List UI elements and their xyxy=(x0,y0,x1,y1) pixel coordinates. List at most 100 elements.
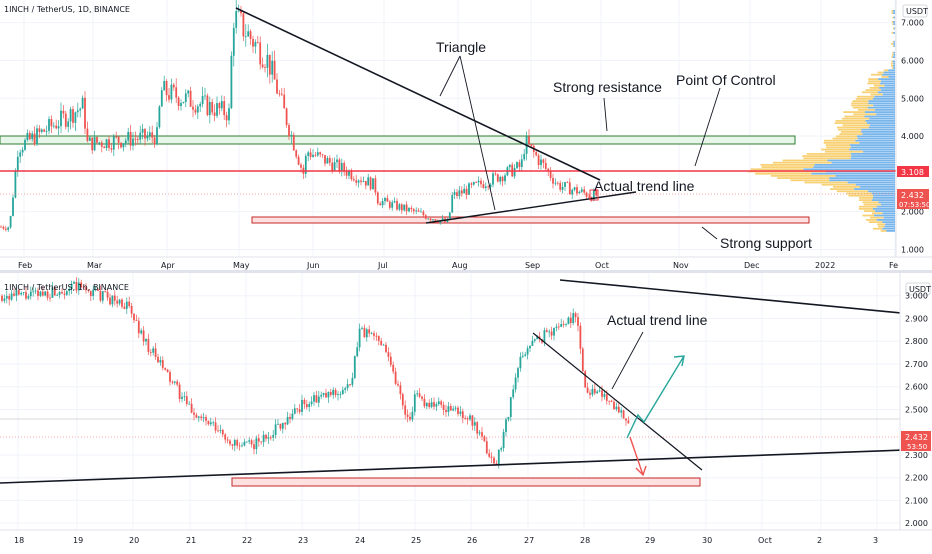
volume-profile-bar-sell xyxy=(859,186,895,188)
bottom-candle-body xyxy=(603,394,606,397)
bottom-candle-body xyxy=(478,432,481,434)
volume-profile-bar-sell xyxy=(878,201,895,204)
bottom-candle-body xyxy=(413,394,416,412)
bottom-candle-body xyxy=(593,388,596,394)
volume-profile-bar-sell xyxy=(892,60,895,63)
top-candle-body xyxy=(492,173,494,185)
top-candle-body xyxy=(523,153,526,160)
volume-profile-bar-sell xyxy=(851,155,895,157)
bottom-candle-body xyxy=(243,441,246,446)
volume-profile-bar-sell xyxy=(855,139,895,142)
top-candle-body xyxy=(122,143,125,148)
top-candle-body xyxy=(0,226,2,228)
volume-profile-bar-sell xyxy=(874,109,895,111)
top-candle-body xyxy=(472,181,475,185)
top-candle-body xyxy=(242,13,245,37)
volume-profile-bar-buy xyxy=(755,172,812,175)
top-candle-body xyxy=(156,127,158,145)
bottom-candle-body xyxy=(512,389,515,398)
bottom-candle-body xyxy=(519,356,522,369)
volume-profile-bar-buy xyxy=(891,62,894,65)
top-x-tick: Apr xyxy=(161,261,176,270)
volume-profile-bar-buy xyxy=(777,177,830,179)
bottom-candle-body xyxy=(183,396,186,398)
bottom-pane: Actual trend line 1INCH / TetherUS, 1h, … xyxy=(0,273,932,545)
top-candle-body xyxy=(292,134,295,151)
volume-profile-bar-buy xyxy=(836,126,869,129)
bottom-candle-body xyxy=(476,422,479,434)
top-candle-body xyxy=(76,110,79,113)
bottom-candle-body xyxy=(298,409,301,412)
volume-profile-bar-sell xyxy=(872,197,895,199)
bottom-candle-body xyxy=(394,371,397,384)
top-candle-body xyxy=(196,106,199,113)
volume-profile-bar-buy xyxy=(869,87,880,89)
volume-profile-bar-sell xyxy=(882,73,895,76)
bottom-candle-body xyxy=(613,401,615,410)
bottom-candle-body xyxy=(397,383,399,386)
top-candle-body xyxy=(280,93,283,95)
top-candle-body xyxy=(52,125,55,127)
bottom-candle-body xyxy=(341,389,344,395)
top-candle-body xyxy=(158,106,161,128)
bottom-candle-body xyxy=(291,413,294,419)
bottom-candle-body xyxy=(404,405,407,415)
bottom-candle-body xyxy=(325,392,327,398)
top-candle-body xyxy=(451,194,454,213)
bottom-candle-body xyxy=(545,330,548,332)
volume-profile-bar-sell xyxy=(893,65,895,67)
top-candle-body xyxy=(28,132,31,140)
volume-profile-bar-sell xyxy=(827,159,895,162)
top-candle-body xyxy=(544,162,547,169)
volume-profile-bar-buy xyxy=(826,146,851,149)
top-candle-body xyxy=(144,128,146,139)
bottom-price-axis xyxy=(900,273,932,530)
top-candle-body xyxy=(374,178,377,193)
top-candle-body xyxy=(72,109,74,123)
top-candle-body xyxy=(175,87,178,98)
bottom-candle-body xyxy=(279,423,282,429)
top-candle-body xyxy=(501,176,504,182)
bottom-candle-body xyxy=(135,320,138,322)
volume-profile-bar-buy xyxy=(750,168,804,171)
bottom-candle-body xyxy=(87,290,90,291)
volume-profile-bar-sell xyxy=(829,179,895,182)
trend-line-pointer xyxy=(611,331,644,390)
volume-profile-bar-buy xyxy=(790,179,830,182)
top-candle-body xyxy=(290,134,293,137)
bottom-candle-body xyxy=(236,440,239,446)
volume-profile-bar-sell xyxy=(864,115,895,118)
volume-profile-bar-buy xyxy=(872,212,883,215)
volume-profile-bar-sell xyxy=(868,100,895,102)
bottom-candle-body xyxy=(514,377,517,390)
top-candle-body xyxy=(458,190,461,196)
volume-profile-bar-buy xyxy=(855,98,873,100)
bottom-candle-body xyxy=(356,347,359,357)
top-candle-body xyxy=(204,95,206,97)
bottom-candle-body xyxy=(488,453,491,457)
top-candle-body xyxy=(384,198,386,202)
bottom-candle-body xyxy=(392,364,395,372)
top-currency-label: USDT xyxy=(906,7,928,16)
volume-profile-bar-buy xyxy=(871,73,883,76)
bottom-candles xyxy=(1,277,630,469)
bullish-projection-arrow xyxy=(626,355,685,439)
bottom-candle-body xyxy=(440,401,443,405)
bottom-candle-body xyxy=(387,352,390,357)
volume-profile-bar-buy xyxy=(865,219,877,221)
top-candle-body xyxy=(235,11,238,28)
bottom-candle-body xyxy=(73,281,75,284)
volume-profile-bar-buy xyxy=(804,181,848,184)
volume-profile-bar-buy xyxy=(890,65,894,67)
top-candle-body xyxy=(112,136,115,150)
top-candle-body xyxy=(453,192,456,195)
bottom-candle-body xyxy=(231,444,234,446)
volume-profile-bar-sell xyxy=(862,133,895,135)
volume-profile-bar-sell xyxy=(893,32,895,34)
volume-profile-bar-sell xyxy=(892,56,895,58)
volume-profile-bar-buy xyxy=(862,214,874,217)
bottom-candle-body xyxy=(334,389,337,396)
bottom-candle-body xyxy=(262,434,265,443)
volume-profile-bar-sell xyxy=(893,23,895,25)
top-candle-body xyxy=(129,131,132,146)
